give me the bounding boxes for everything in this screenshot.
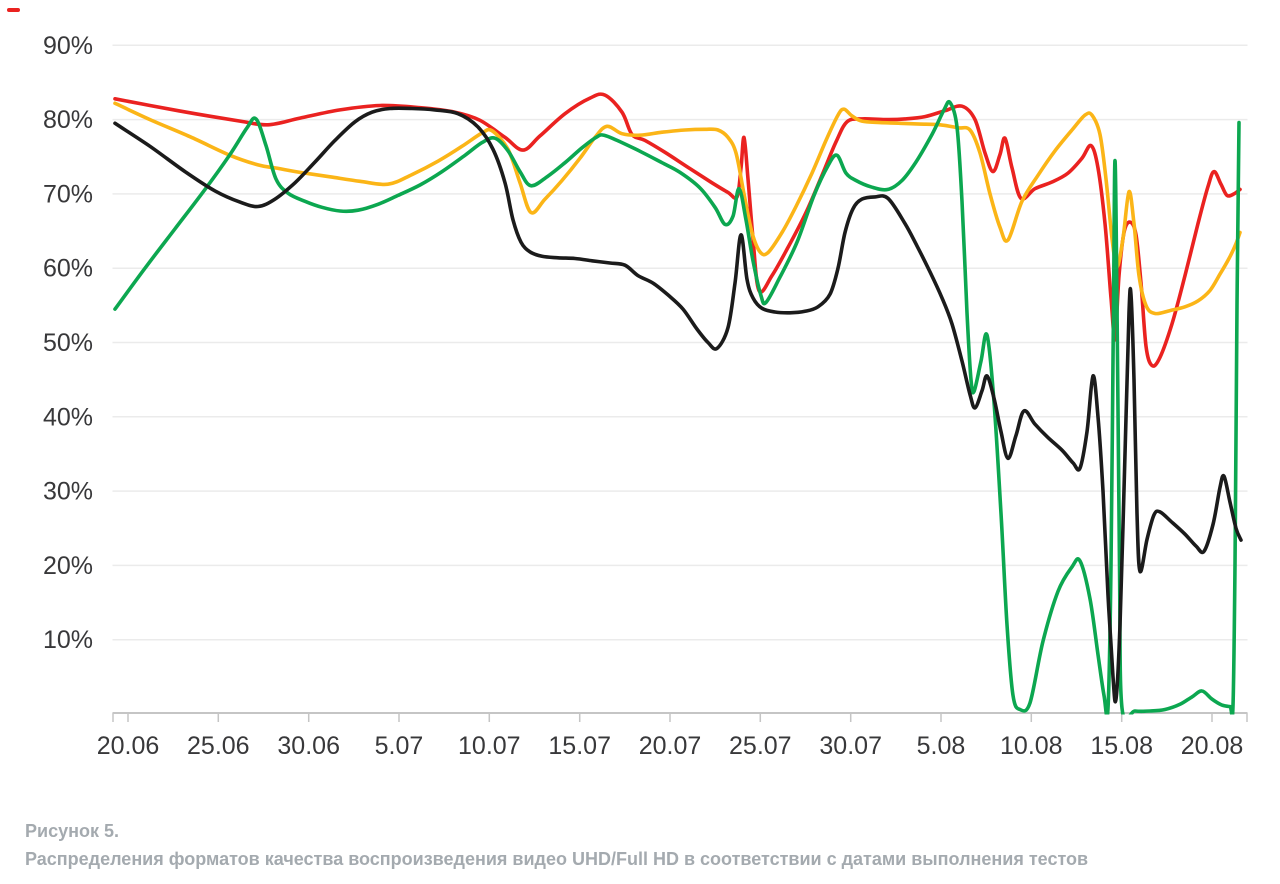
figure-caption-text: Распределения форматов качества воспроиз… [25,849,1089,869]
red-line [113,92,1242,368]
figure-caption: Рисунок 5. Распределения форматов качест… [25,817,1088,873]
y-axis-label: 90% [43,32,93,60]
x-axis-label: 15.08 [1090,732,1153,760]
x-axis-label: 15.07 [548,732,611,760]
y-axis-label: 30% [43,478,93,506]
uhd-fullhd-line-chart: 90% 80% 70% 60% 50% 40% 30% 20% 10% 20.06 25.06 30.… [43,32,1248,760]
x-axis-label: 30.06 [277,732,340,760]
figure-caption-number: Рисунок 5. [25,821,119,841]
x-axis-label: 20.08 [1181,732,1244,760]
y-axis-label: 70% [43,180,93,208]
x-axis-label: 5.07 [375,732,424,760]
x-axis-label: 20.07 [639,732,702,760]
y-axis-label: 80% [43,106,93,134]
x-axis-label: 30.07 [819,732,882,760]
y-axis-label: 20% [43,552,93,580]
black-line [113,106,1243,704]
x-axis-label: 20.06 [97,732,160,760]
x-axis-label: 25.06 [187,732,250,760]
y-axis-label: 50% [43,329,93,357]
stray-red-mark [7,8,20,12]
green-line [113,99,1241,715]
x-axis-label: 10.07 [458,732,521,760]
yellow-line [113,101,1242,316]
series-group [113,92,1243,715]
x-axis-label: 10.08 [1000,732,1063,760]
y-axis-label: 10% [43,626,93,654]
x-axis-label: 5.08 [917,732,966,760]
x-axis-label: 25.07 [729,732,792,760]
y-axis-label: 60% [43,255,93,283]
y-axis-label: 40% [43,403,93,431]
